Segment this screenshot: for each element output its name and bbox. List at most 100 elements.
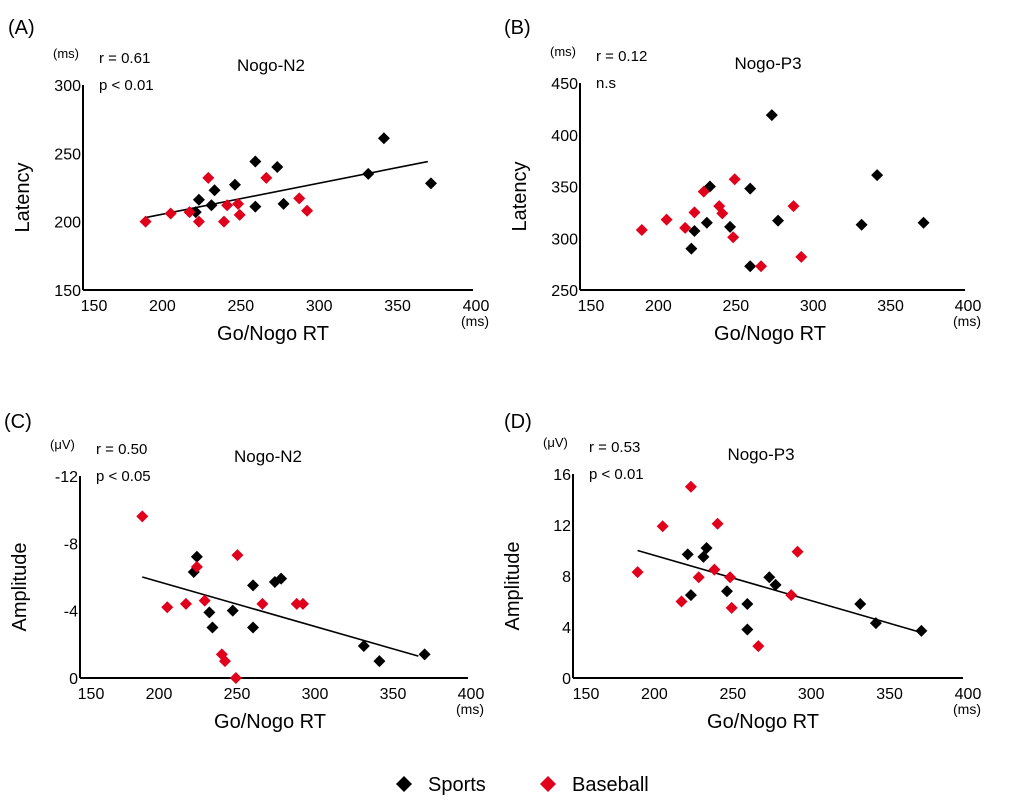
panel-label: (A): [8, 17, 35, 39]
data-point-sports: [741, 598, 754, 611]
panel-label: (B): [504, 17, 531, 39]
chart-title: Nogo-P3: [727, 445, 794, 464]
x-tick-label: 200: [645, 298, 672, 315]
data-point-baseball: [183, 206, 196, 219]
data-point-baseball: [231, 549, 244, 562]
x-tick-label: 300: [306, 298, 333, 315]
stat-text: r = 0.61: [99, 50, 150, 67]
y-tick-label: -12: [55, 469, 78, 486]
data-point-baseball: [785, 589, 798, 602]
data-point-sports: [724, 220, 737, 233]
data-point-sports: [249, 200, 262, 213]
series-sports: [681, 541, 928, 637]
x-unit-label: (ms): [461, 313, 489, 329]
x-tick-label: 150: [573, 686, 600, 703]
data-point-baseball: [229, 672, 242, 684]
y-tick-label: -8: [64, 536, 78, 553]
x-tick-label: 250: [224, 686, 251, 703]
panel-label: (C): [4, 411, 32, 433]
data-point-baseball: [296, 597, 309, 610]
data-point-sports: [357, 640, 370, 653]
data-point-sports: [418, 648, 431, 661]
data-point-sports: [271, 161, 284, 173]
data-point-sports: [362, 167, 375, 180]
y-tick-label: 200: [54, 215, 81, 232]
data-point-baseball: [675, 595, 688, 608]
x-tick-label: 300: [798, 686, 825, 703]
data-point-baseball: [293, 192, 306, 205]
data-point-baseball: [136, 510, 149, 523]
x-axis-label: Go/Nogo RT: [217, 323, 329, 345]
x-tick-label: 250: [227, 298, 254, 315]
y-tick-label: 8: [562, 569, 571, 586]
data-point-sports: [871, 169, 884, 182]
x-tick-label: 400: [463, 298, 490, 315]
y-unit-label: (μV): [543, 435, 568, 450]
data-point-sports: [247, 621, 260, 634]
chart-title: Nogo-N2: [234, 447, 302, 466]
y-tick-label: 400: [551, 128, 578, 145]
x-tick-label: 350: [876, 686, 903, 703]
y-tick-label: 300: [551, 231, 578, 248]
data-point-sports: [203, 606, 216, 619]
x-tick-label: 400: [458, 686, 485, 703]
panel-b: (B) (ms) r = 0.12 n.s Nogo-P3 250 300 350 400 450…: [504, 17, 981, 345]
data-point-baseball: [256, 597, 269, 610]
x-unit-label: (ms): [953, 701, 981, 717]
regression-line: [637, 549, 921, 633]
y-axis-label: Amplitude: [502, 542, 524, 631]
data-point-baseball: [301, 204, 314, 217]
data-point-baseball: [190, 560, 203, 573]
data-point-baseball: [716, 207, 729, 220]
data-point-sports: [189, 206, 202, 219]
data-point-sports: [192, 193, 205, 206]
data-point-sports: [855, 218, 868, 231]
data-point-baseball: [656, 520, 669, 533]
data-point-sports: [277, 197, 290, 210]
stat-text: p < 0.01: [99, 77, 154, 94]
data-point-baseball: [161, 601, 174, 614]
data-point-baseball: [679, 221, 692, 234]
series-baseball: [635, 173, 808, 273]
data-point-baseball: [232, 197, 245, 210]
data-point-baseball: [221, 199, 234, 212]
data-point-baseball: [692, 571, 705, 584]
data-point-sports: [697, 550, 710, 563]
data-point-baseball: [727, 231, 740, 244]
data-point-sports: [208, 184, 221, 197]
data-point-sports: [765, 109, 778, 122]
data-point-baseball: [290, 597, 303, 610]
data-point-baseball: [660, 213, 673, 226]
series-sports: [189, 132, 437, 219]
legend: Sports Baseball: [396, 774, 649, 796]
data-point-sports: [247, 579, 260, 592]
y-unit-label: (ms): [550, 44, 576, 59]
data-point-sports: [741, 623, 754, 636]
y-tick-label: -4: [64, 604, 78, 621]
data-point-baseball: [795, 250, 808, 263]
stat-text: r = 0.53: [589, 439, 640, 456]
x-unit-label: (ms): [456, 701, 484, 717]
data-point-sports: [377, 132, 390, 145]
y-tick-label: 12: [553, 518, 571, 535]
data-point-baseball: [631, 566, 644, 579]
data-point-baseball: [179, 597, 192, 610]
y-tick-label: 250: [551, 283, 578, 300]
data-point-baseball: [198, 594, 211, 607]
x-axis-label: Go/Nogo RT: [214, 711, 326, 733]
y-tick-label: 450: [551, 76, 578, 93]
x-tick-label: 200: [641, 686, 668, 703]
data-point-sports: [249, 155, 262, 168]
x-tick-label: 200: [146, 686, 173, 703]
series-sports: [187, 550, 431, 668]
data-point-baseball: [164, 207, 177, 220]
stat-text: p < 0.01: [589, 466, 644, 483]
data-point-baseball: [688, 206, 701, 219]
data-point-sports: [190, 550, 203, 563]
y-axis-label: Amplitude: [9, 543, 31, 632]
data-point-sports: [685, 242, 698, 255]
panel-a: (A) (ms) r = 0.61 p < 0.01 Nogo-N2 150 200 250 3…: [8, 17, 489, 345]
data-point-baseball: [202, 171, 215, 184]
y-axis-label: Latency: [509, 161, 531, 231]
